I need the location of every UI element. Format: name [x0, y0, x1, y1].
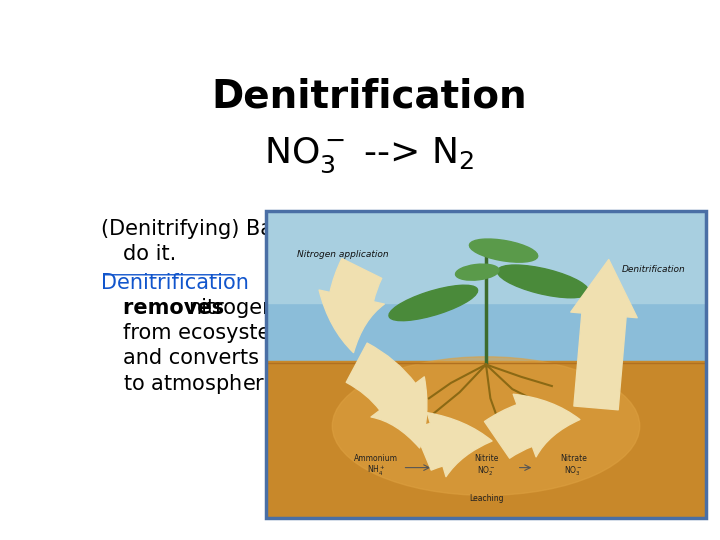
- Text: nitrogen: nitrogen: [188, 298, 275, 318]
- Ellipse shape: [469, 239, 538, 262]
- Text: Denitrification: Denitrification: [211, 77, 527, 115]
- Text: Nitrite: Nitrite: [474, 455, 498, 463]
- Text: $\mathrm{NO_3^-}$ --> $\mathrm{N_2}$: $\mathrm{NO_3^-}$ --> $\mathrm{N_2}$: [264, 136, 474, 175]
- FancyArrowPatch shape: [319, 259, 384, 353]
- Bar: [266, 361, 706, 518]
- Text: Nitrate: Nitrate: [560, 455, 588, 463]
- Text: $\mathrm{NO_3^-}$: $\mathrm{NO_3^-}$: [564, 465, 583, 478]
- Bar: [266, 211, 706, 303]
- Text: Denitrification: Denitrification: [101, 273, 249, 293]
- Ellipse shape: [456, 264, 499, 280]
- Ellipse shape: [498, 265, 589, 298]
- Text: Ammonium: Ammonium: [354, 455, 398, 463]
- Text: Nitrogen application: Nitrogen application: [297, 250, 389, 259]
- Text: removes: removes: [124, 298, 232, 318]
- Text: from ecosystems,: from ecosystems,: [124, 322, 309, 342]
- Text: do it.: do it.: [124, 244, 176, 264]
- FancyArrowPatch shape: [414, 413, 492, 477]
- Ellipse shape: [389, 285, 477, 321]
- Text: (Denitrifying) Bacteria: (Denitrifying) Bacteria: [101, 219, 333, 239]
- FancyArrowPatch shape: [485, 394, 580, 458]
- Text: and converts it back: and converts it back: [124, 348, 336, 368]
- Text: to atmospheric $\mathrm{N_2}$.: to atmospheric $\mathrm{N_2}$.: [124, 373, 320, 396]
- Text: Leaching: Leaching: [469, 495, 503, 503]
- Text: $\mathrm{NH_4^+}$: $\mathrm{NH_4^+}$: [367, 464, 385, 478]
- Bar: [266, 211, 706, 364]
- Text: $\mathrm{NO_2^-}$: $\mathrm{NO_2^-}$: [477, 465, 495, 478]
- Text: Denitrification: Denitrification: [622, 265, 686, 274]
- FancyArrowPatch shape: [571, 260, 637, 410]
- FancyArrowPatch shape: [346, 343, 427, 448]
- Ellipse shape: [332, 357, 640, 495]
